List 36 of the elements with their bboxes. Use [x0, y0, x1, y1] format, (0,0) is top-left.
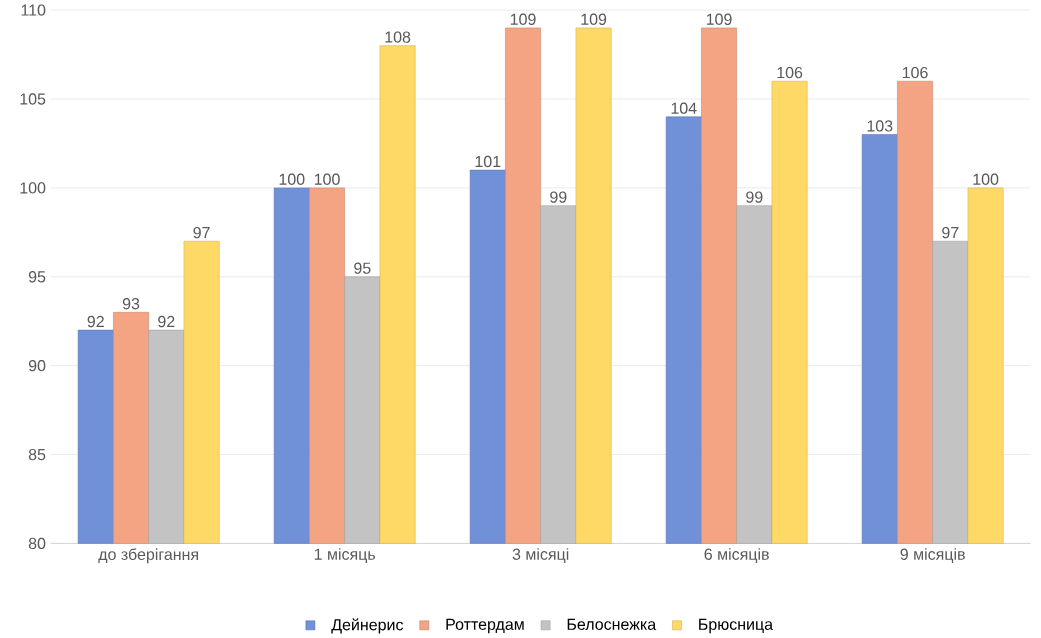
data-label: 99: [550, 191, 567, 203]
data-label: 100: [314, 173, 340, 186]
data-label: 106: [902, 67, 928, 79]
y-tick-label: 110: [21, 4, 46, 16]
x-tick-label: 9 місяців: [900, 548, 965, 564]
data-label: 109: [581, 13, 607, 26]
data-label: 97: [942, 227, 959, 239]
y-tick-label: 105: [20, 93, 46, 105]
y-tick-label: 80: [28, 537, 46, 550]
y-tick-label: 90: [28, 360, 46, 372]
data-label: 93: [122, 298, 140, 310]
data-label: 109: [706, 13, 732, 26]
y-tick-label: 95: [28, 271, 46, 283]
data-label: 104: [671, 102, 697, 115]
legend-label: Роттердам: [446, 619, 524, 634]
x-tick-label: 6 місяців: [704, 548, 769, 564]
data-label: 92: [158, 316, 175, 328]
legend-label: Дейнерис: [331, 618, 404, 634]
data-label: 95: [354, 262, 371, 275]
x-tick-label: 3 місяці: [512, 548, 569, 564]
data-label: 92: [87, 316, 104, 328]
data-label: 101: [475, 156, 501, 168]
data-label: 103: [867, 120, 893, 132]
y-tick-label: 85: [28, 449, 46, 461]
data-label: 106: [777, 67, 803, 79]
legend-label: Брюсница: [699, 619, 774, 634]
data-label: 99: [746, 191, 763, 203]
data-label: 108: [385, 31, 411, 43]
data-label: 100: [279, 173, 305, 186]
data-label: 97: [193, 227, 210, 239]
y-tick-label: 100: [20, 182, 46, 194]
x-tick-label: 1 місяць: [314, 548, 376, 564]
legend-label: Белоснежка: [567, 619, 657, 631]
x-tick-label: до зберігання: [98, 548, 198, 564]
data-label: 109: [510, 13, 536, 26]
data-label: 100: [973, 173, 999, 186]
